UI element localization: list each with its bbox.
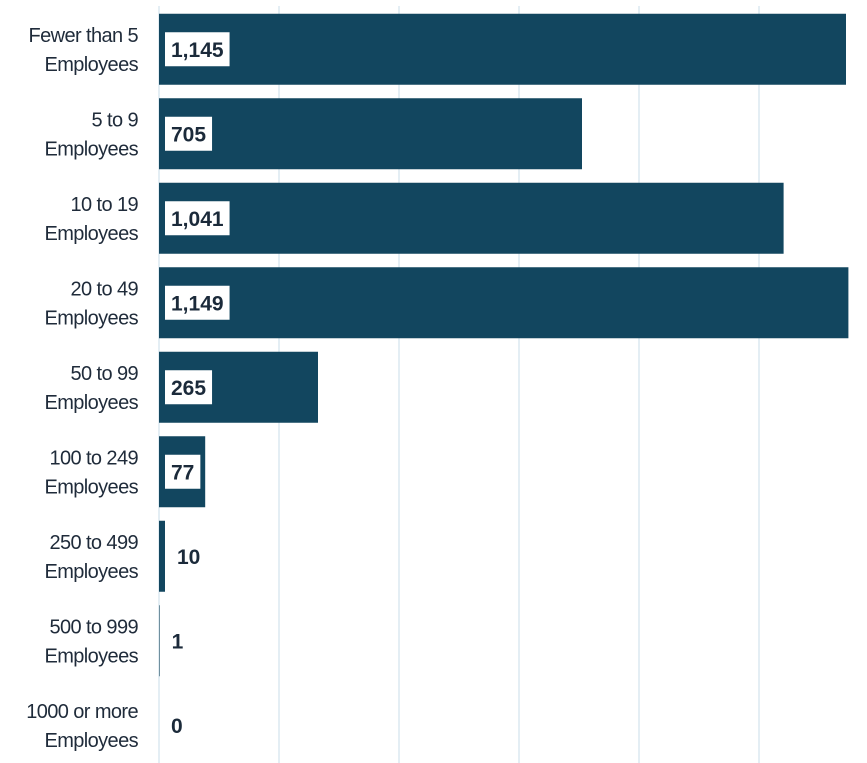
- value-label: 705: [171, 123, 206, 146]
- value-label-box: [165, 454, 201, 489]
- value-label-box: [165, 32, 230, 67]
- category-label: 250 to 499 Employees: [44, 532, 138, 583]
- value-label-box: [165, 370, 213, 405]
- value-label: 1,041: [171, 208, 224, 231]
- category-label-line: 250 to 499: [49, 532, 138, 554]
- category-label-line: Employees: [44, 138, 138, 160]
- value-label-box: [165, 116, 213, 151]
- category-label-line: 10 to 19: [71, 194, 139, 216]
- value-label: 0: [171, 715, 183, 738]
- category-label-line: 50 to 99: [71, 363, 139, 385]
- bar: [159, 267, 849, 339]
- bar: [159, 520, 165, 592]
- category-label: 10 to 19 Employees: [44, 194, 138, 245]
- category-label: 50 to 99 Employees: [44, 363, 138, 414]
- value-label: 10: [177, 546, 200, 569]
- category-label-line: Employees: [44, 392, 138, 414]
- bar: [159, 182, 784, 254]
- category-label-line: Employees: [44, 223, 138, 245]
- bar: [159, 605, 160, 677]
- category-label-line: Fewer than 5: [28, 25, 138, 47]
- category-label: 500 to 999 Employees: [44, 616, 138, 667]
- category-label-line: Employees: [44, 54, 138, 76]
- category-label-line: Employees: [44, 645, 138, 667]
- category-label-line: Employees: [44, 561, 138, 583]
- category-label-line: 20 to 49: [71, 278, 139, 300]
- value-label: 1,145: [171, 39, 224, 62]
- category-label: Fewer than 5 Employees: [28, 25, 138, 76]
- category-label: 100 to 249 Employees: [44, 447, 138, 498]
- value-label: 1: [172, 630, 184, 653]
- category-label-line: Employees: [44, 307, 138, 329]
- bar: [159, 98, 582, 170]
- category-label-line: 100 to 249: [49, 447, 138, 469]
- bar: [159, 13, 846, 85]
- value-label: 1,149: [171, 292, 224, 315]
- value-label: 265: [171, 377, 206, 400]
- category-label: 1000 or more Employees: [26, 701, 138, 752]
- category-label: 5 to 9 Employees: [44, 109, 138, 160]
- category-label-line: 5 to 9: [92, 109, 139, 131]
- value-label-box: [165, 201, 230, 236]
- value-label-box: [165, 285, 230, 320]
- category-label-line: 500 to 999: [49, 616, 138, 638]
- category-label-line: 1000 or more: [26, 701, 138, 723]
- category-label-line: Employees: [44, 476, 138, 498]
- bars: [159, 13, 849, 677]
- category-label-line: Employees: [44, 730, 138, 752]
- category-label: 20 to 49 Employees: [44, 278, 138, 329]
- value-label: 77: [171, 461, 194, 484]
